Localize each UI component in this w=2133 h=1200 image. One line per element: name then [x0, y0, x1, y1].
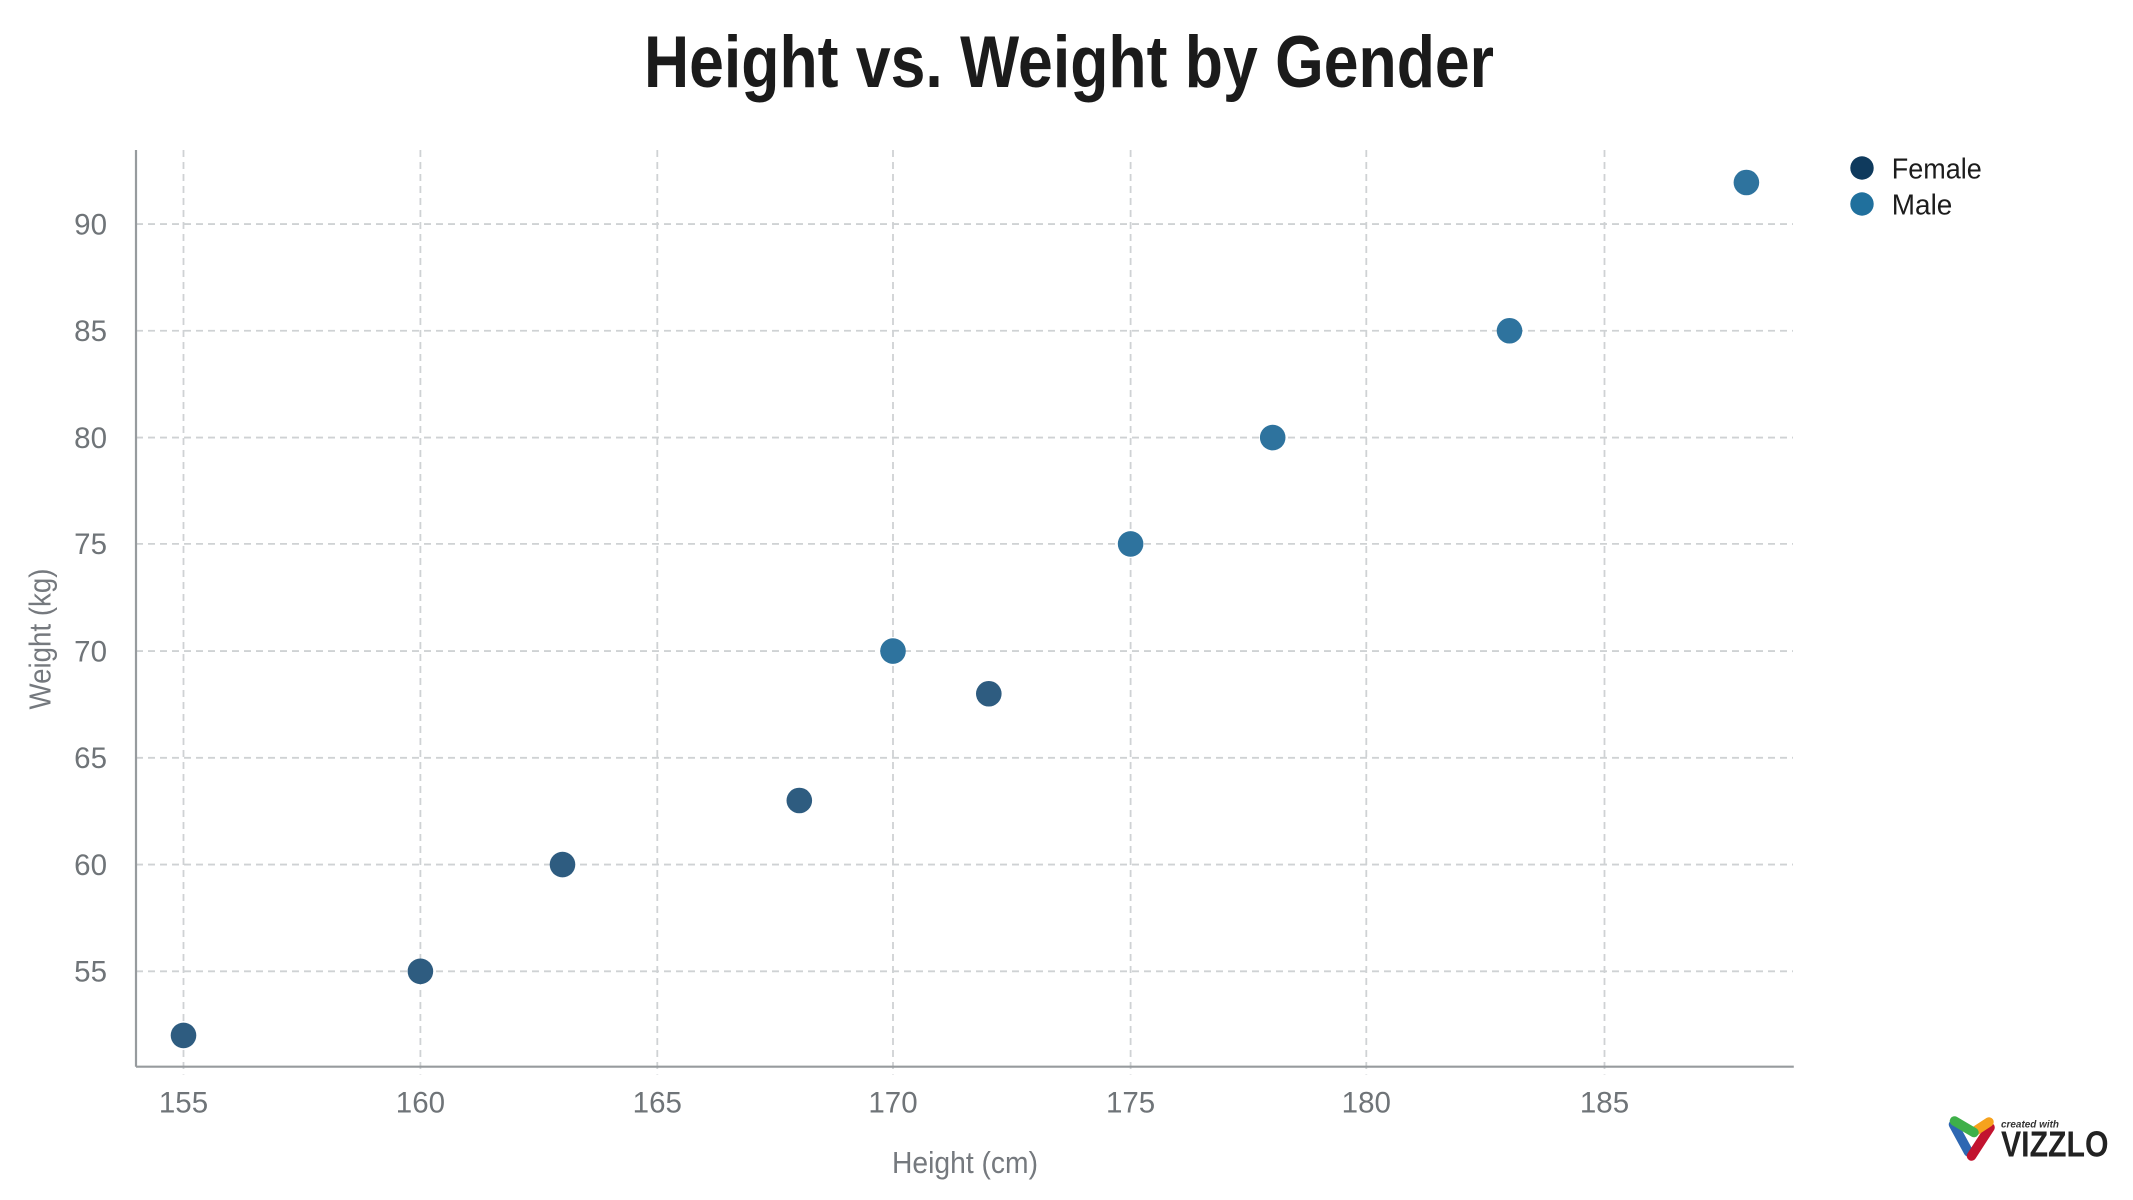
- svg-text:Height (cm): Height (cm): [892, 1145, 1038, 1180]
- svg-text:180: 180: [1342, 1087, 1391, 1120]
- svg-text:165: 165: [633, 1087, 682, 1120]
- svg-text:55: 55: [74, 956, 107, 989]
- svg-text:Female: Female: [1892, 153, 1982, 185]
- svg-text:155: 155: [159, 1087, 208, 1120]
- svg-text:80: 80: [74, 422, 107, 455]
- svg-text:175: 175: [1106, 1087, 1155, 1120]
- svg-text:VIZZLO: VIZZLO: [2001, 1124, 2109, 1165]
- svg-text:70: 70: [74, 635, 107, 668]
- svg-text:90: 90: [74, 208, 107, 241]
- svg-text:Male: Male: [1892, 189, 1953, 221]
- svg-text:185: 185: [1580, 1087, 1629, 1120]
- svg-text:170: 170: [868, 1087, 917, 1120]
- svg-text:Weight (kg): Weight (kg): [23, 569, 58, 710]
- svg-text:75: 75: [74, 528, 107, 561]
- svg-text:created with: created with: [2001, 1119, 2059, 1131]
- svg-text:65: 65: [74, 742, 107, 775]
- svg-text:Height vs. Weight by Gender: Height vs. Weight by Gender: [644, 22, 1494, 103]
- svg-text:85: 85: [74, 315, 107, 348]
- svg-text:160: 160: [396, 1087, 445, 1120]
- svg-text:60: 60: [74, 849, 107, 882]
